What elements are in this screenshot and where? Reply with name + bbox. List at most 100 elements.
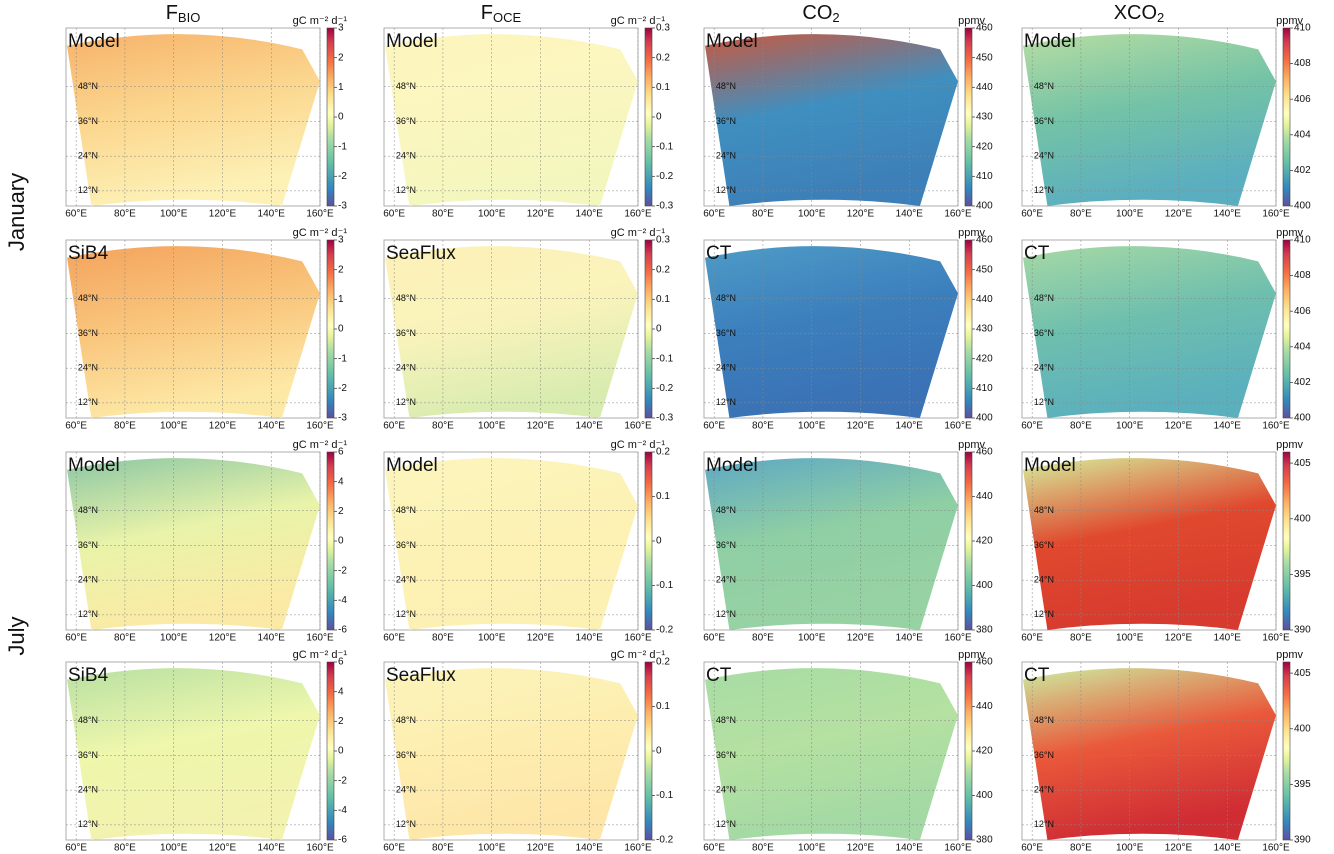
- lat-tick-label: 36°N: [1034, 328, 1054, 338]
- lon-tick-label: 120°E: [209, 209, 237, 220]
- colorbar-tick-label: 440: [976, 491, 993, 502]
- title-sub: 2: [832, 10, 839, 25]
- lat-tick-label: 12°N: [78, 185, 98, 195]
- lat-tick-label: 24°N: [716, 363, 736, 373]
- lon-tick-label: 60°E: [65, 843, 87, 854]
- colorbar-tick-label: -0.1: [656, 790, 674, 801]
- colorbar-tick-label: 406: [1294, 306, 1311, 317]
- colorbar-tick-label: 6: [338, 447, 344, 458]
- colorbar: [965, 452, 972, 630]
- map-panel: 48°N36°N24°N12°N60°E80°E100°E120°E140°E1…: [383, 15, 673, 220]
- lat-tick-label: 48°N: [716, 505, 736, 515]
- lat-tick-label: 36°N: [396, 328, 416, 338]
- lat-tick-label: 48°N: [78, 81, 98, 91]
- model-domain: [67, 668, 320, 840]
- lon-tick-label: 80°E: [1070, 633, 1092, 644]
- panel-label: SeaFlux: [386, 243, 456, 264]
- lat-tick-label: 12°N: [716, 185, 736, 195]
- lon-tick-label: 120°E: [1165, 843, 1193, 854]
- column-title: XCO2: [1114, 2, 1165, 25]
- lat-tick-label: 24°N: [716, 151, 736, 161]
- lat-tick-label: 24°N: [1034, 363, 1054, 373]
- title-sub: BIO: [178, 10, 200, 25]
- lon-tick-label: 100°E: [160, 633, 188, 644]
- lon-tick-label: 160°E: [306, 633, 334, 644]
- lon-tick-label: 160°E: [306, 209, 334, 220]
- panel-label: CT: [706, 665, 732, 686]
- lon-tick-label: 100°E: [1116, 421, 1144, 432]
- lon-tick-label: 100°E: [160, 843, 188, 854]
- lat-tick-label: 36°N: [1034, 116, 1054, 126]
- lat-tick-label: 24°N: [716, 575, 736, 585]
- colorbar-tick-label: -4: [338, 595, 347, 606]
- panel-label: Model: [706, 31, 758, 52]
- lat-tick-label: 12°N: [396, 819, 416, 829]
- model-domain: [705, 246, 958, 418]
- colorbar-tick-label: 0.3: [656, 23, 670, 34]
- colorbar-tick-label: 390: [1294, 835, 1311, 846]
- lon-tick-label: 160°E: [306, 421, 334, 432]
- lat-tick-label: 12°N: [716, 819, 736, 829]
- colorbar: [645, 240, 652, 418]
- colorbar-tick-label: 404: [1294, 129, 1311, 140]
- colorbar: [1283, 28, 1290, 206]
- lon-tick-label: 120°E: [1165, 209, 1193, 220]
- colorbar: [327, 240, 334, 418]
- model-domain: [67, 246, 320, 418]
- lon-tick-label: 60°E: [65, 633, 87, 644]
- panel-label: Model: [1024, 31, 1076, 52]
- panel-label: Model: [68, 31, 120, 52]
- lat-tick-label: 36°N: [716, 540, 736, 550]
- lon-tick-label: 140°E: [576, 843, 604, 854]
- colorbar-tick-label: 0.2: [656, 264, 670, 275]
- lat-tick-label: 36°N: [396, 116, 416, 126]
- colorbar-tick-label: 0: [338, 324, 344, 335]
- colorbar-tick-label: 2: [338, 264, 344, 275]
- panel-label: CT: [706, 243, 732, 264]
- colorbar: [965, 28, 972, 206]
- colorbar-tick-label: -1: [338, 141, 347, 152]
- lon-tick-label: 160°E: [1262, 209, 1290, 220]
- colorbar-tick-label: 460: [976, 657, 993, 668]
- colorbar: [645, 28, 652, 206]
- lat-tick-label: 12°N: [78, 819, 98, 829]
- colorbar-tick-label: -0.1: [656, 580, 674, 591]
- row-label: July: [4, 616, 29, 655]
- colorbar-tick-label: 0: [656, 324, 662, 335]
- colorbar-tick-label: 420: [976, 141, 993, 152]
- colorbar: [327, 662, 334, 840]
- colorbar-tick-label: 420: [976, 746, 993, 757]
- colorbar-tick-label: -0.3: [656, 201, 674, 212]
- colorbar-tick-label: -0.2: [656, 835, 674, 846]
- title-main: CO: [802, 2, 832, 24]
- lon-tick-label: 80°E: [752, 209, 774, 220]
- colorbar-tick-label: 406: [1294, 94, 1311, 105]
- lon-tick-label: 100°E: [798, 421, 826, 432]
- lon-tick-label: 160°E: [306, 843, 334, 854]
- colorbar-tick-label: 450: [976, 52, 993, 63]
- colorbar-tick-label: 400: [1294, 201, 1311, 212]
- colorbar-tick-label: 404: [1294, 341, 1311, 352]
- colorbar-tick-label: 0: [656, 536, 662, 547]
- lon-tick-label: 80°E: [114, 421, 136, 432]
- model-domain: [67, 458, 320, 630]
- colorbar-tick-label: 4: [338, 476, 344, 487]
- lon-tick-label: 120°E: [847, 843, 875, 854]
- lon-tick-label: 60°E: [703, 633, 725, 644]
- colorbar-tick-label: 0.2: [656, 447, 670, 458]
- lon-tick-label: 120°E: [209, 843, 237, 854]
- lat-tick-label: 12°N: [1034, 185, 1054, 195]
- colorbar-tick-label: 460: [976, 235, 993, 246]
- lat-tick-label: 36°N: [716, 328, 736, 338]
- lon-tick-label: 120°E: [1165, 421, 1193, 432]
- lat-tick-label: 24°N: [78, 785, 98, 795]
- lon-tick-label: 140°E: [576, 421, 604, 432]
- lat-tick-label: 48°N: [716, 81, 736, 91]
- lon-tick-label: 140°E: [258, 843, 286, 854]
- lon-tick-label: 60°E: [383, 421, 405, 432]
- lon-tick-label: 140°E: [258, 421, 286, 432]
- colorbar-tick-label: 400: [976, 790, 993, 801]
- title-sub: OCE: [493, 10, 522, 25]
